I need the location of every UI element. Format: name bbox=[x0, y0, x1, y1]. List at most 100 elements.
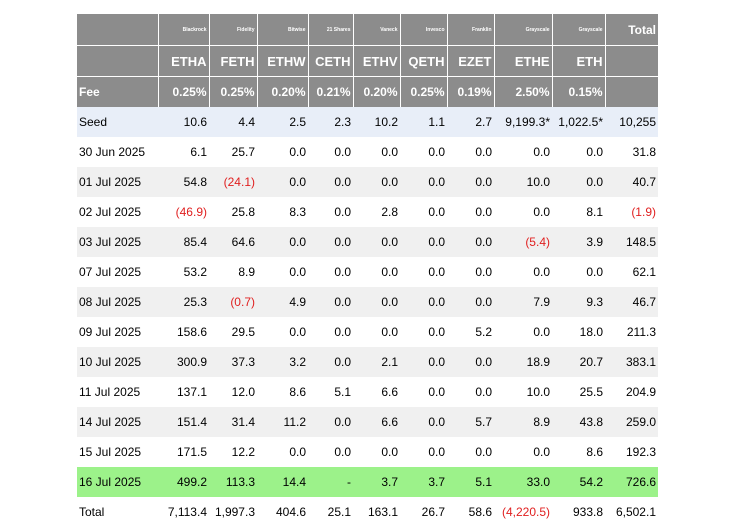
flow-value: 25.7 bbox=[209, 137, 257, 167]
table-row: 30 Jun 2025 6.1 25.7 0.0 0.0 0.0 0.0 0.0 0.0 0.0 3… bbox=[77, 137, 658, 167]
flow-value: 14.4 bbox=[257, 467, 308, 497]
provider-name: Blackrock bbox=[158, 14, 210, 46]
table-row: 16 Jul 2025 499.2 113.3 14.4-3.7 3.7 5.1 33.0 5… bbox=[77, 467, 658, 497]
fee-value: 0.25% bbox=[209, 76, 258, 107]
row-label: 14 Jul 2025 bbox=[77, 407, 158, 437]
table-row: Seed 10.6 4.4 2.5 2.3 10.2 1.1 2.7 9,199.3* 1,022… bbox=[77, 107, 658, 137]
fee-value: 0.25% bbox=[400, 76, 448, 107]
table-body: Seed 10.6 4.4 2.5 2.3 10.2 1.1 2.7 9,199.3* 1,022… bbox=[77, 107, 658, 527]
flow-value: (0.7) bbox=[209, 287, 257, 317]
row-total: 259.0 bbox=[605, 407, 658, 437]
flow-value: 0.0 bbox=[400, 347, 447, 377]
total-header: Total bbox=[605, 14, 658, 46]
flow-value: 0.0 bbox=[308, 257, 353, 287]
flow-value: 0.0 bbox=[353, 257, 400, 287]
flow-value: 10.0 bbox=[494, 377, 552, 407]
flow-value: 404.6 bbox=[257, 497, 308, 527]
flow-value: 137.1 bbox=[158, 377, 209, 407]
flow-value: 0.0 bbox=[353, 167, 400, 197]
row-total: 204.9 bbox=[605, 377, 658, 407]
fee-value: 0.20% bbox=[353, 76, 401, 107]
flow-value: 2.1 bbox=[353, 347, 400, 377]
flow-value: 300.9 bbox=[158, 347, 209, 377]
flow-value: 10.6 bbox=[158, 107, 209, 137]
row-total: (1.9) bbox=[605, 197, 658, 227]
fee-value: 2.50% bbox=[494, 76, 553, 107]
ticker-symbol: EZET bbox=[447, 45, 495, 77]
flow-value: 25.3 bbox=[158, 287, 209, 317]
flow-value: 1,022.5* bbox=[552, 107, 605, 137]
row-label: 02 Jul 2025 bbox=[77, 197, 158, 227]
fee-value: 0.19% bbox=[447, 76, 495, 107]
row-label: 03 Jul 2025 bbox=[77, 227, 158, 257]
row-total: 62.1 bbox=[605, 257, 658, 287]
flow-value: 0.0 bbox=[308, 227, 353, 257]
row-label: 07 Jul 2025 bbox=[77, 257, 158, 287]
flow-value: 0.0 bbox=[447, 167, 494, 197]
row-label: 16 Jul 2025 bbox=[77, 467, 158, 497]
provider-name: 21 Shares bbox=[308, 14, 354, 46]
flow-value: 0.0 bbox=[447, 227, 494, 257]
flow-value: 31.4 bbox=[209, 407, 257, 437]
flow-value: 163.1 bbox=[353, 497, 400, 527]
flow-value: 8.3 bbox=[257, 197, 308, 227]
provider-name: Franklin bbox=[447, 14, 495, 46]
flow-value: 2.5 bbox=[257, 107, 308, 137]
table-row: 02 Jul 2025 (46.9) 25.8 8.3 0.0 2.8 0.0 0.0 0.0 8… bbox=[77, 197, 658, 227]
ticker-row: ETHA FETH ETHW CETH ETHV QETH EZET ETHE ETH bbox=[77, 45, 658, 77]
flow-value: 0.0 bbox=[447, 347, 494, 377]
row-label: 10 Jul 2025 bbox=[77, 347, 158, 377]
flow-value: 158.6 bbox=[158, 317, 209, 347]
provider-row: Blackrock Fidelity Bitwise 21 Shares Vaneck I… bbox=[77, 14, 658, 46]
flow-value: 3.9 bbox=[552, 227, 605, 257]
flow-value: 171.5 bbox=[158, 437, 209, 467]
table-row: 10 Jul 2025 300.9 37.3 3.2 0.0 2.1 0.0 0.0 18.9 2… bbox=[77, 347, 658, 377]
flow-value: 0.0 bbox=[447, 377, 494, 407]
row-total: 192.3 bbox=[605, 437, 658, 467]
flow-value: 3.7 bbox=[400, 467, 447, 497]
flow-value: 12.2 bbox=[209, 437, 257, 467]
fee-row: Fee 0.25% 0.25% 0.20% 0.21% 0.20% 0.25% 0.19% 2… bbox=[77, 76, 658, 107]
flow-value: 0.0 bbox=[400, 167, 447, 197]
row-total: 10,255 bbox=[605, 107, 658, 137]
row-label: 15 Jul 2025 bbox=[77, 437, 158, 467]
flow-value: 0.0 bbox=[257, 257, 308, 287]
flow-value: 10.2 bbox=[353, 107, 400, 137]
flow-value: 5.2 bbox=[447, 317, 494, 347]
row-label: 01 Jul 2025 bbox=[77, 167, 158, 197]
row-label: Total bbox=[77, 497, 158, 527]
fee-spacer bbox=[605, 76, 658, 107]
flow-value: 20.7 bbox=[552, 347, 605, 377]
flow-value: (24.1) bbox=[209, 167, 257, 197]
flow-value: 5.1 bbox=[447, 467, 494, 497]
provider-name: Invesco bbox=[400, 14, 448, 46]
flow-value: 6.6 bbox=[353, 377, 400, 407]
etf-flows-table: Blackrock Fidelity Bitwise 21 Shares Vaneck I… bbox=[77, 14, 658, 527]
flow-value: 0.0 bbox=[400, 227, 447, 257]
flow-value: 0.0 bbox=[257, 227, 308, 257]
flow-value: 5.7 bbox=[447, 407, 494, 437]
flow-value: 0.0 bbox=[400, 437, 447, 467]
flow-value: 0.0 bbox=[257, 167, 308, 197]
flow-value: 2.3 bbox=[308, 107, 353, 137]
flow-value: 18.0 bbox=[552, 317, 605, 347]
row-total: 211.3 bbox=[605, 317, 658, 347]
flow-value: 113.3 bbox=[209, 467, 257, 497]
flow-value: 25.5 bbox=[552, 377, 605, 407]
flow-value: (4,220.5) bbox=[494, 497, 552, 527]
row-label: 09 Jul 2025 bbox=[77, 317, 158, 347]
flow-value: 9.3 bbox=[552, 287, 605, 317]
ticker-symbol: QETH bbox=[400, 45, 448, 77]
row-label: 11 Jul 2025 bbox=[77, 377, 158, 407]
flow-value: 0.0 bbox=[257, 137, 308, 167]
flow-value: 64.6 bbox=[209, 227, 257, 257]
table-row: 15 Jul 2025 171.5 12.2 0.0 0.0 0.0 0.0 0.0 0.0 8.… bbox=[77, 437, 658, 467]
flow-value: 0.0 bbox=[494, 317, 552, 347]
flow-value: 0.0 bbox=[447, 197, 494, 227]
flow-value: 6.6 bbox=[353, 407, 400, 437]
flow-value: 0.0 bbox=[400, 197, 447, 227]
flow-value: 8.6 bbox=[257, 377, 308, 407]
flow-value: 0.0 bbox=[447, 137, 494, 167]
flow-value: 0.0 bbox=[308, 317, 353, 347]
row-total: 148.5 bbox=[605, 227, 658, 257]
